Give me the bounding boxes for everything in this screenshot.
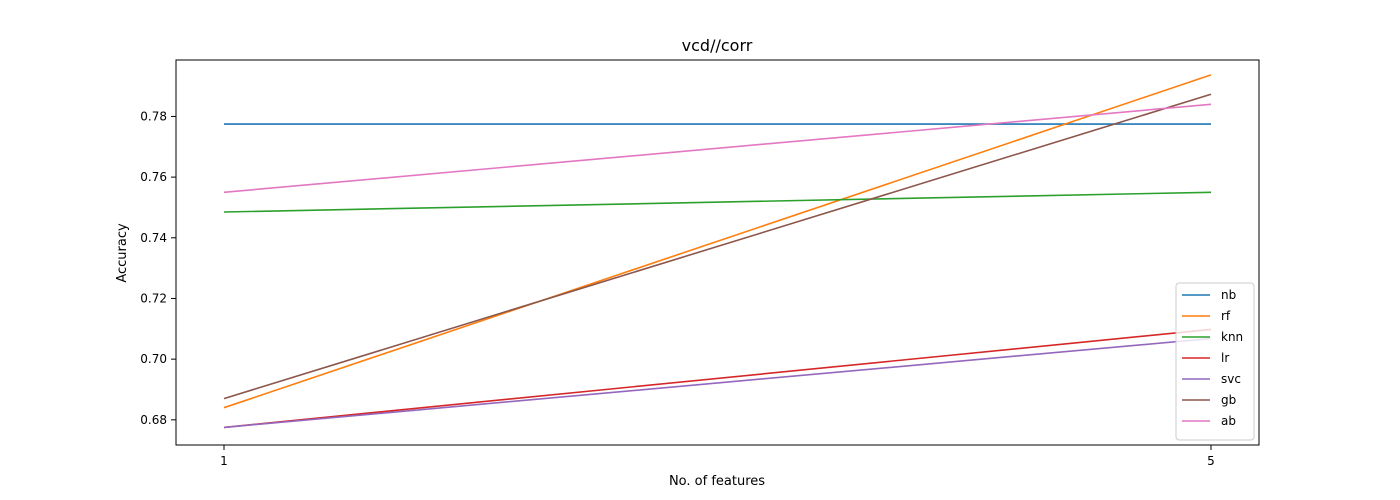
y-tick-label: 0.72 [140,291,167,305]
legend-box [1175,282,1255,441]
x-axis-label: No. of features [669,474,765,489]
series-line-lr [223,328,1212,429]
y-tick-label: 0.70 [140,352,167,366]
series-line-knn [223,191,1212,213]
series-line-svc [223,337,1212,429]
y-tick-label: 0.68 [140,413,167,427]
legend-label-rf: rf [1221,309,1231,323]
series-line-ab [223,103,1212,194]
y-axis: 0.68 0.70 0.72 0.74 0.76 0.78 [140,109,176,427]
series-line-gb [223,93,1212,400]
y-tick-label: 0.76 [140,170,167,184]
y-axis-label: Accuracy [115,223,130,283]
legend-label-ab: ab [1221,414,1236,428]
legend-label-lr: lr [1221,351,1229,365]
y-tick-label: 0.78 [140,109,167,123]
series-line-rf [223,74,1212,409]
legend-label-svc: svc [1221,372,1241,386]
legend-label-knn: knn [1221,330,1243,344]
legend: nb rf knn lr svc gb ab [1175,282,1255,441]
series-layer [223,74,1212,429]
legend-label-gb: gb [1221,393,1236,407]
x-tick-label: 5 [1207,454,1215,468]
y-tick-label: 0.74 [140,231,167,245]
plot-frame [175,59,1260,446]
chart-title: vcd//corr [682,36,753,55]
legend-label-nb: nb [1221,288,1236,302]
x-tick-label: 1 [220,454,228,468]
